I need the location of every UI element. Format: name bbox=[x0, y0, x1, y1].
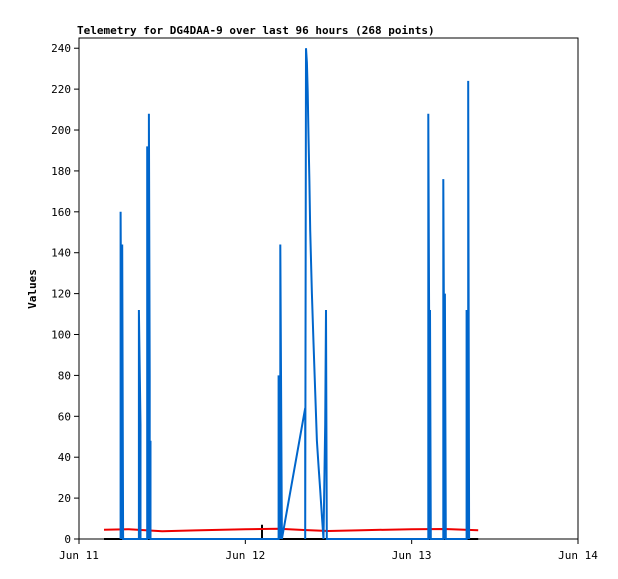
y-tick-label: 140 bbox=[51, 247, 71, 260]
y-tick-label: 40 bbox=[58, 451, 71, 464]
y-tick-label: 180 bbox=[51, 165, 71, 178]
y-tick-label: 240 bbox=[51, 42, 71, 55]
chart-title: Telemetry for DG4DAA-9 over last 96 hour… bbox=[77, 24, 435, 37]
series-layer bbox=[103, 48, 479, 540]
y-tick-label: 0 bbox=[64, 533, 71, 546]
x-tick-label: Jun 14 bbox=[558, 549, 598, 562]
y-tick-label: 60 bbox=[58, 410, 71, 423]
y-tick-label: 220 bbox=[51, 83, 71, 96]
x-axis: Jun 11 Jun 12 Jun 13 Jun 14 bbox=[59, 539, 598, 562]
plot-frame bbox=[78, 37, 579, 540]
y-tick-label: 160 bbox=[51, 206, 71, 219]
x-tick-label: Jun 12 bbox=[225, 549, 265, 562]
y-axis-label: Values bbox=[26, 269, 39, 309]
y-axis: 0 20 40 60 80 100 120 140 160 180 200 220 240 bbox=[51, 42, 79, 546]
series-line-0 bbox=[119, 48, 471, 540]
y-tick-label: 200 bbox=[51, 124, 71, 137]
y-tick-label: 20 bbox=[58, 492, 71, 505]
x-tick-label: Jun 13 bbox=[392, 549, 432, 562]
x-tick-label: Jun 11 bbox=[59, 549, 99, 562]
y-tick-label: 80 bbox=[58, 369, 71, 382]
y-tick-label: 100 bbox=[51, 329, 71, 342]
y-tick-label: 120 bbox=[51, 288, 71, 301]
series-line-1 bbox=[103, 527, 479, 533]
